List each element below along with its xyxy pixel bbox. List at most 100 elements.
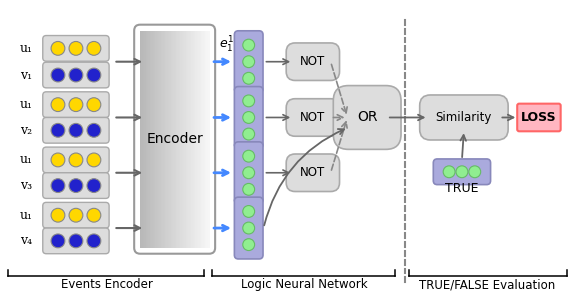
Bar — [190, 31, 192, 248]
Bar — [179, 31, 181, 248]
Circle shape — [51, 68, 65, 82]
Bar — [173, 31, 175, 248]
Bar — [207, 31, 208, 248]
Bar — [164, 31, 165, 248]
FancyBboxPatch shape — [43, 62, 109, 88]
Bar — [191, 31, 193, 248]
Bar — [150, 31, 152, 248]
Circle shape — [87, 123, 101, 137]
FancyBboxPatch shape — [234, 197, 263, 259]
Circle shape — [87, 41, 101, 55]
Text: NOT: NOT — [300, 111, 325, 124]
Bar — [158, 31, 160, 248]
Text: NOT: NOT — [300, 55, 325, 68]
Text: u₁: u₁ — [20, 209, 33, 222]
Bar — [177, 31, 179, 248]
Circle shape — [243, 128, 255, 140]
Circle shape — [443, 166, 455, 178]
Text: v₃: v₃ — [21, 179, 33, 192]
FancyBboxPatch shape — [517, 104, 561, 131]
Circle shape — [87, 234, 101, 248]
FancyBboxPatch shape — [43, 173, 109, 198]
Bar — [147, 31, 149, 248]
Circle shape — [69, 68, 83, 82]
Bar — [202, 31, 204, 248]
Circle shape — [243, 206, 255, 217]
Bar — [153, 31, 154, 248]
FancyBboxPatch shape — [234, 142, 263, 204]
Circle shape — [469, 166, 480, 178]
Circle shape — [243, 95, 255, 107]
Bar — [184, 31, 186, 248]
Circle shape — [51, 153, 65, 167]
Bar — [198, 31, 200, 248]
Bar — [168, 31, 170, 248]
Text: $e_1^1$: $e_1^1$ — [219, 35, 234, 55]
Circle shape — [69, 41, 83, 55]
Bar — [208, 31, 210, 248]
Circle shape — [243, 111, 255, 123]
Text: OR: OR — [357, 111, 378, 124]
Bar — [186, 31, 188, 248]
Bar — [141, 31, 144, 248]
Bar — [166, 31, 168, 248]
Circle shape — [51, 208, 65, 222]
Bar — [149, 31, 150, 248]
FancyBboxPatch shape — [286, 99, 340, 136]
Bar — [154, 31, 156, 248]
Circle shape — [69, 98, 83, 111]
Circle shape — [243, 39, 255, 51]
FancyBboxPatch shape — [43, 118, 109, 143]
Text: TRUE: TRUE — [445, 182, 479, 195]
Circle shape — [243, 56, 255, 68]
Text: v₁: v₁ — [21, 69, 33, 81]
Circle shape — [87, 179, 101, 193]
FancyBboxPatch shape — [43, 92, 109, 118]
FancyBboxPatch shape — [43, 36, 109, 61]
Circle shape — [87, 153, 101, 167]
Circle shape — [456, 166, 468, 178]
Circle shape — [69, 123, 83, 137]
FancyBboxPatch shape — [43, 202, 109, 228]
Text: u₁: u₁ — [20, 153, 33, 166]
Bar — [170, 31, 172, 248]
Circle shape — [243, 150, 255, 162]
FancyBboxPatch shape — [234, 86, 263, 148]
Bar — [193, 31, 195, 248]
FancyBboxPatch shape — [234, 31, 263, 93]
Bar — [161, 31, 162, 248]
Circle shape — [243, 222, 255, 234]
FancyBboxPatch shape — [43, 147, 109, 173]
Circle shape — [51, 98, 65, 111]
Bar — [187, 31, 189, 248]
Bar — [201, 31, 203, 248]
FancyBboxPatch shape — [333, 86, 401, 149]
Bar — [144, 31, 146, 248]
Circle shape — [243, 72, 255, 84]
Circle shape — [243, 183, 255, 195]
Bar — [188, 31, 191, 248]
FancyBboxPatch shape — [420, 95, 508, 140]
Circle shape — [87, 98, 101, 111]
Bar — [172, 31, 174, 248]
Bar — [146, 31, 148, 248]
Circle shape — [69, 234, 83, 248]
Bar — [200, 31, 201, 248]
Circle shape — [243, 239, 255, 250]
Bar — [183, 31, 185, 248]
Bar — [180, 31, 182, 248]
Bar — [157, 31, 158, 248]
Text: Events Encoder: Events Encoder — [61, 278, 153, 291]
Bar — [204, 31, 205, 248]
FancyBboxPatch shape — [43, 228, 109, 254]
FancyBboxPatch shape — [286, 43, 340, 81]
Bar — [165, 31, 167, 248]
Bar — [140, 31, 142, 248]
Text: Similarity: Similarity — [436, 111, 492, 124]
Bar — [194, 31, 196, 248]
Circle shape — [69, 179, 83, 193]
Text: NOT: NOT — [300, 166, 325, 179]
Text: Encoder: Encoder — [146, 132, 203, 146]
Text: u₁: u₁ — [20, 98, 33, 111]
Bar — [160, 31, 161, 248]
